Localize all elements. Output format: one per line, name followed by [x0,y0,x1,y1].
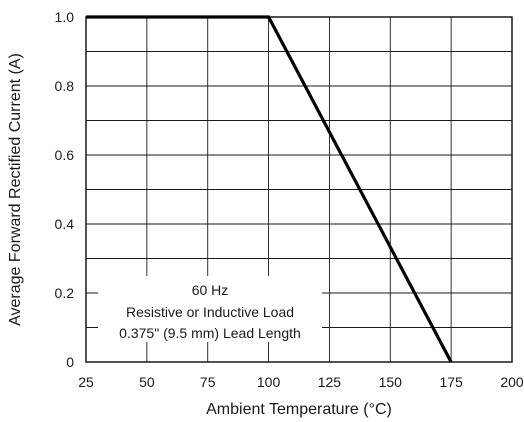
y-axis-label: Average Forward Rectified Current (A) [7,53,24,326]
x-tick-labels: 25 50 75 100 125 150 175 200 [78,374,524,390]
annotation-line-load: Resistive or Inductive Load [126,304,294,320]
y-tick-label: 0.4 [55,216,75,232]
y-tick-label: 0 [66,354,74,370]
x-tick-label: 150 [379,374,403,390]
y-tick-label: 0.6 [55,147,75,163]
x-tick-label: 125 [318,374,342,390]
x-tick-label: 100 [257,374,281,390]
x-tick-label: 175 [439,374,463,390]
x-tick-label: 50 [139,374,155,390]
annotation-text: 60 Hz Resistive or Inductive Load 0.375"… [119,282,301,341]
y-tick-labels: 0 0.2 0.4 0.6 0.8 1.0 [55,9,75,370]
annotation-box [98,276,322,342]
y-tick-label: 1.0 [55,9,75,25]
x-axis-label: Ambient Temperature (°C) [206,401,392,418]
x-tick-label: 75 [200,374,216,390]
y-tick-label: 0.8 [55,78,75,94]
plot-frame [85,16,513,363]
annotation-line-lead-length: 0.375" (9.5 mm) Lead Length [119,325,301,341]
x-tick-label: 200 [500,374,524,390]
y-tick-label: 0.2 [55,285,75,301]
series-group [86,15,453,363]
series-line-0 [86,15,453,363]
x-tick-label: 25 [78,374,94,390]
annotation-line-frequency: 60 Hz [192,282,229,298]
